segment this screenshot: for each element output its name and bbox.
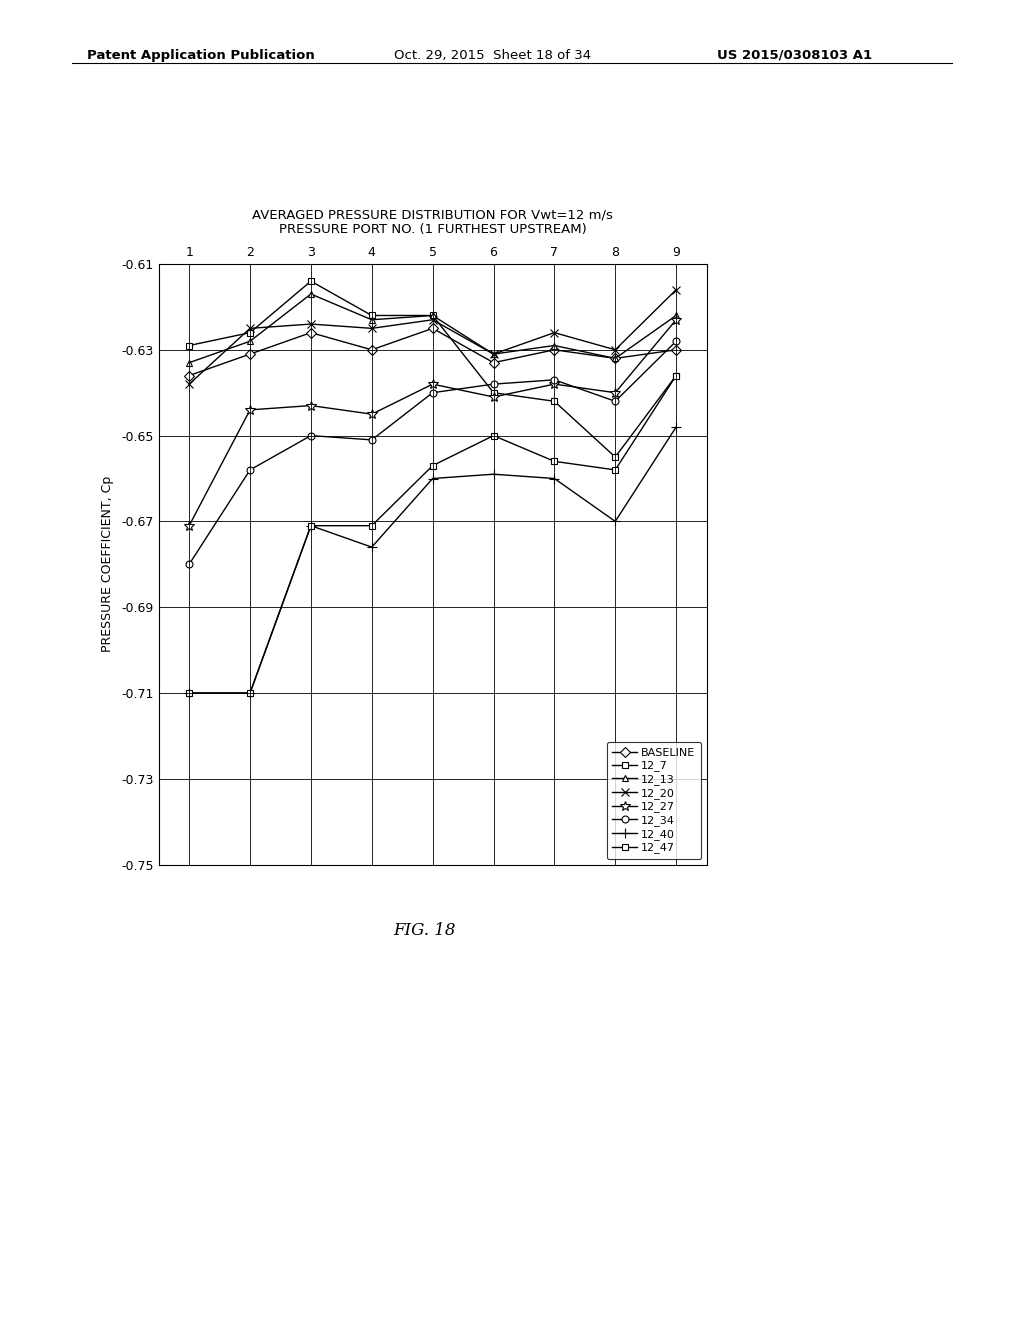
BASELINE [609,351,622,367]
12_27 [609,384,622,400]
12_7 [609,449,622,465]
Text: US 2015/0308103 A1: US 2015/0308103 A1 [717,49,871,62]
12_27 [670,312,682,327]
12_27 [244,403,256,418]
12_13 [366,312,378,327]
12_13 [183,355,196,371]
12_47 [426,458,438,474]
12_20 [487,346,500,362]
12_27 [426,376,438,392]
Title: AVERAGED PRESSURE DISTRIBUTION FOR Vwt=12 m/s
PRESSURE PORT NO. (1 FURTHEST UPST: AVERAGED PRESSURE DISTRIBUTION FOR Vwt=1… [252,209,613,236]
Text: FIG. 18: FIG. 18 [393,923,457,939]
12_34 [609,393,622,409]
BASELINE [426,321,438,337]
12_7 [244,325,256,341]
12_40 [548,471,560,487]
12_20 [609,342,622,358]
BASELINE [487,355,500,371]
12_7 [366,308,378,323]
12_47 [609,462,622,478]
12_20 [426,312,438,327]
12_13 [426,308,438,323]
12_27 [183,517,196,533]
12_40 [305,517,317,533]
12_40 [487,466,500,482]
12_27 [366,407,378,422]
12_34 [548,372,560,388]
12_7 [426,308,438,323]
12_34 [244,462,256,478]
Line: 12_7: 12_7 [185,277,680,461]
12_34 [305,428,317,444]
12_47 [244,685,256,701]
12_20 [670,281,682,297]
Text: Patent Application Publication: Patent Application Publication [87,49,314,62]
Line: BASELINE: BASELINE [185,325,680,379]
12_13 [670,308,682,323]
12_27 [305,397,317,413]
12_40 [244,685,256,701]
12_40 [426,471,438,487]
Legend: BASELINE, 12_7, 12_13, 12_20, 12_27, 12_34, 12_40, 12_47: BASELINE, 12_7, 12_13, 12_20, 12_27, 12_… [607,742,701,859]
12_7 [183,338,196,354]
12_47 [670,367,682,383]
12_34 [183,557,196,573]
12_7 [548,393,560,409]
BASELINE [548,342,560,358]
12_27 [487,389,500,405]
12_13 [487,346,500,362]
BASELINE [183,367,196,383]
12_47 [366,517,378,533]
Line: 12_13: 12_13 [185,290,680,366]
12_47 [487,428,500,444]
12_13 [244,333,256,348]
12_34 [366,432,378,447]
Line: 12_40: 12_40 [184,422,681,698]
12_47 [183,685,196,701]
12_34 [670,333,682,348]
12_7 [305,273,317,289]
12_13 [548,338,560,354]
12_40 [366,540,378,556]
12_34 [487,376,500,392]
12_20 [305,315,317,331]
Line: 12_20: 12_20 [185,285,680,388]
12_7 [487,384,500,400]
BASELINE [244,346,256,362]
12_34 [426,384,438,400]
12_13 [305,286,317,302]
Line: 12_27: 12_27 [184,315,681,531]
Text: Oct. 29, 2015  Sheet 18 of 34: Oct. 29, 2015 Sheet 18 of 34 [394,49,592,62]
BASELINE [305,325,317,341]
12_20 [548,325,560,341]
Y-axis label: PRESSURE COEFFICIENT, Cp: PRESSURE COEFFICIENT, Cp [101,477,115,652]
12_47 [305,517,317,533]
12_40 [609,513,622,529]
12_27 [548,376,560,392]
12_13 [609,351,622,367]
12_20 [244,321,256,337]
BASELINE [366,342,378,358]
Line: 12_47: 12_47 [185,372,680,697]
12_40 [670,420,682,436]
12_20 [366,321,378,337]
12_47 [548,454,560,470]
12_40 [183,685,196,701]
12_20 [183,376,196,392]
Line: 12_34: 12_34 [185,338,680,568]
BASELINE [670,342,682,358]
12_7 [670,367,682,383]
